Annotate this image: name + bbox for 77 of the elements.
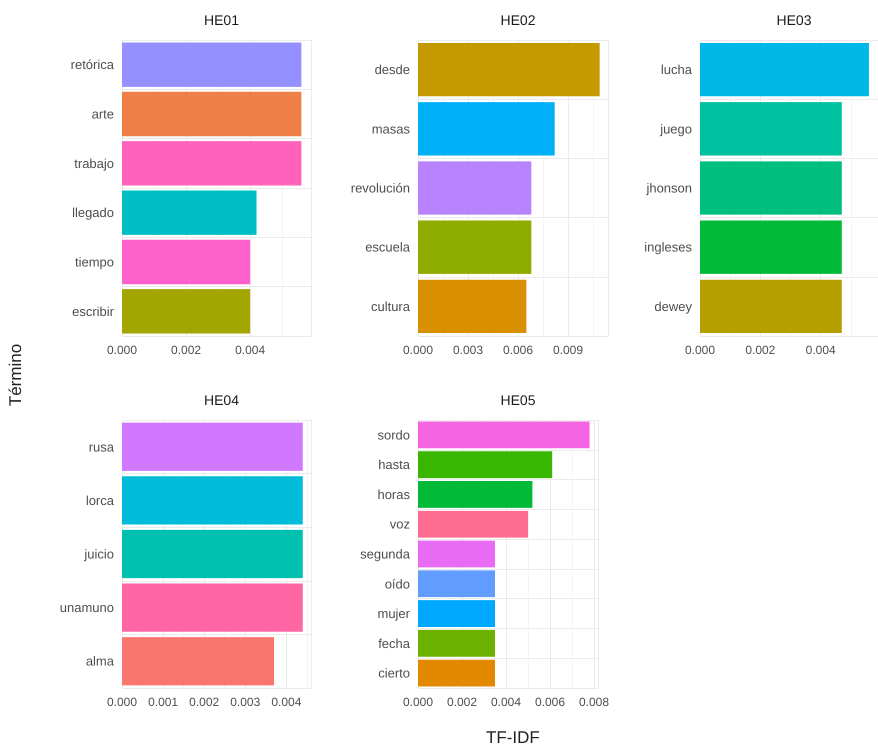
x-tick-label: 0.008: [578, 695, 610, 709]
y-tick-label: trabajo: [74, 156, 114, 171]
y-tick-label: hasta: [378, 457, 411, 472]
x-tick-label: 0.002: [446, 695, 478, 709]
y-tick-label: segunda: [360, 546, 411, 562]
x-tick-label: 0.004: [490, 695, 522, 709]
y-tick-label: arte: [92, 106, 114, 122]
x-tick-label: 0.000: [106, 695, 138, 709]
y-tick-label: juicio: [83, 546, 114, 562]
bar: [418, 280, 526, 334]
x-tick-label: 0.006: [534, 695, 566, 709]
x-tick-label: 0.000: [684, 343, 716, 357]
y-tick-label: ingleses: [644, 240, 692, 255]
chart-title: HE04: [204, 392, 240, 408]
x-axis-title: TF-IDF: [486, 728, 540, 748]
y-tick-label: rusa: [88, 439, 115, 454]
x-tick-label: 0.004: [271, 695, 302, 709]
bar: [418, 600, 495, 627]
y-tick-label: lorca: [86, 492, 115, 508]
bar: [418, 540, 495, 568]
bar: [122, 141, 302, 186]
bar: [418, 510, 528, 538]
y-axis-title: Término: [6, 344, 26, 406]
bar: [122, 240, 250, 284]
bar: [122, 289, 250, 334]
bar: [122, 42, 302, 87]
y-tick-label: juego: [659, 121, 692, 136]
bar: [122, 190, 257, 235]
bar: [418, 102, 555, 156]
bar: [418, 42, 600, 96]
x-tick-label: 0.004: [235, 343, 266, 357]
bar: [418, 161, 532, 215]
bar: [418, 451, 552, 478]
y-tick-label: jhonson: [645, 180, 692, 196]
x-tick-label: 0.003: [452, 343, 484, 357]
x-tick-label: 0.001: [148, 695, 178, 709]
y-tick-label: desde: [374, 62, 410, 78]
x-tick-label: 0.006: [502, 343, 534, 357]
y-tick-label: escuela: [365, 240, 411, 255]
y-tick-label: masas: [372, 121, 410, 136]
y-tick-label: llegado: [72, 205, 114, 220]
y-tick-label: horas: [377, 486, 410, 502]
y-tick-label: dewey: [654, 298, 692, 314]
y-tick-label: cultura: [370, 298, 411, 314]
bar: [418, 481, 532, 508]
x-tick-label: 0.003: [230, 695, 261, 709]
x-tick-label: 0.002: [171, 343, 202, 357]
y-tick-label: lucha: [660, 62, 693, 78]
chart-title: HE02: [500, 12, 536, 28]
x-tick-label: 0.002: [745, 343, 776, 357]
x-tick-label: 0.004: [806, 343, 836, 357]
bar: [418, 660, 495, 687]
y-tick-label: tiempo: [74, 254, 114, 270]
bar: [418, 220, 532, 274]
bar: [418, 630, 495, 657]
y-tick-label: oído: [384, 576, 410, 592]
y-tick-label: revolución: [350, 180, 410, 196]
chart-title: HE03: [776, 12, 812, 28]
y-tick-label: alma: [86, 654, 115, 669]
x-tick-label: 0.002: [189, 695, 220, 709]
y-tick-label: mujer: [377, 606, 411, 622]
x-tick-label: 0.000: [402, 343, 434, 357]
y-tick-label: sordo: [377, 427, 410, 442]
y-tick-label: fecha: [378, 636, 411, 651]
chart-title: HE01: [204, 12, 240, 28]
x-tick-label: 0.000: [106, 343, 138, 357]
bar: [418, 421, 590, 448]
bar: [122, 92, 302, 136]
y-tick-label: escribir: [72, 304, 115, 319]
y-tick-label: voz: [390, 516, 410, 532]
bar: [418, 570, 495, 598]
chart-title: HE05: [500, 392, 536, 408]
y-tick-label: unamuno: [60, 600, 114, 616]
x-tick-label: 0.000: [402, 695, 434, 709]
y-tick-label: cierto: [378, 666, 410, 681]
x-tick-label: 0.009: [552, 343, 584, 357]
y-tick-label: retórica: [70, 57, 115, 72]
